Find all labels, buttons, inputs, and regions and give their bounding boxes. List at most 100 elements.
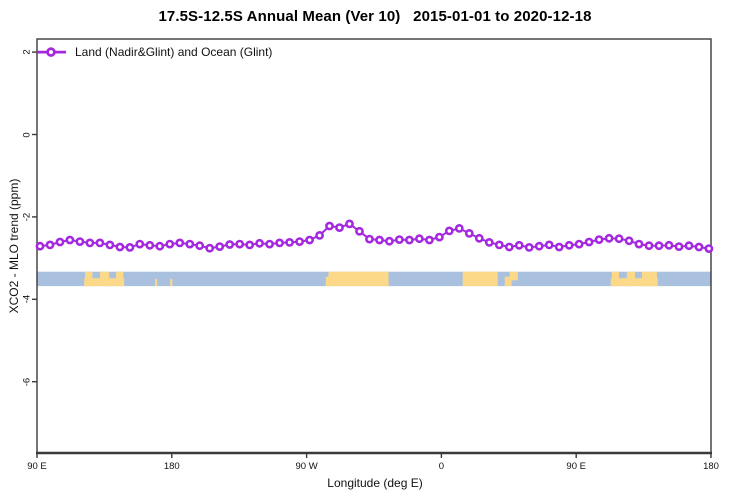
x-axis-title: Longitude (deg E) bbox=[327, 476, 423, 490]
land-patch bbox=[100, 271, 110, 287]
land-patch bbox=[325, 276, 329, 287]
data-point-marker bbox=[325, 221, 334, 231]
data-point-marker bbox=[305, 235, 314, 245]
data-point-marker bbox=[454, 223, 464, 233]
data-point-marker bbox=[175, 238, 185, 248]
land-patch bbox=[462, 271, 498, 287]
data-point-marker bbox=[155, 241, 165, 251]
data-point-marker bbox=[95, 238, 105, 248]
data-point-marker bbox=[634, 239, 644, 249]
data-point-marker bbox=[215, 242, 225, 251]
data-point-marker bbox=[135, 239, 145, 249]
land-patch bbox=[116, 271, 124, 287]
x-tick-label: 0 bbox=[438, 461, 445, 472]
data-point-marker bbox=[355, 226, 364, 236]
x-tick-label: 90 E bbox=[566, 461, 586, 472]
legend-line-marker-icon bbox=[37, 47, 66, 57]
data-point-marker bbox=[644, 241, 654, 251]
data-point-marker bbox=[464, 228, 474, 238]
y-tick-label: -6 bbox=[21, 377, 33, 386]
land-patch bbox=[641, 271, 657, 287]
data-point-marker bbox=[125, 242, 135, 252]
data-point-marker bbox=[55, 237, 65, 247]
data-point-marker bbox=[255, 238, 264, 248]
data-point-marker bbox=[275, 238, 284, 248]
data-point-marker bbox=[444, 226, 454, 236]
data-point-marker bbox=[584, 237, 594, 247]
data-series-line bbox=[35, 219, 714, 253]
data-point-marker bbox=[594, 235, 604, 244]
data-point-marker bbox=[235, 239, 245, 249]
data-point-marker bbox=[315, 230, 324, 240]
data-point-marker bbox=[554, 242, 564, 252]
data-point-marker bbox=[105, 240, 115, 250]
data-point-marker bbox=[654, 241, 664, 251]
land-patch bbox=[611, 271, 620, 287]
data-point-marker bbox=[564, 240, 574, 250]
data-point-marker bbox=[544, 240, 554, 250]
y-tick-label: 0 bbox=[21, 131, 33, 138]
data-point-marker bbox=[404, 235, 414, 245]
data-point-marker bbox=[624, 236, 634, 246]
data-point-marker bbox=[474, 233, 484, 243]
chart-title: 17.5S-12.5S Annual Mean (Ver 10) 2015-01… bbox=[158, 8, 592, 25]
y-axis-title: XCO2 - MLO trend (ppm) bbox=[7, 178, 21, 314]
legend-label: Land (Nadir&Glint) and Ocean (Glint) bbox=[75, 45, 273, 60]
data-point-marker bbox=[694, 242, 704, 252]
data-point-marker bbox=[245, 240, 255, 250]
data-point-marker bbox=[614, 234, 624, 244]
data-point-marker bbox=[514, 240, 524, 250]
legend-circle-marker bbox=[46, 47, 56, 57]
x-tick-label: 180 bbox=[163, 461, 180, 472]
land-patch bbox=[328, 271, 389, 287]
land-patch bbox=[626, 271, 636, 287]
data-point-marker bbox=[375, 235, 384, 245]
data-point-marker bbox=[684, 241, 694, 251]
x-tick-label: 180 bbox=[703, 461, 719, 472]
data-point-marker bbox=[484, 237, 494, 247]
data-point-marker bbox=[265, 239, 274, 249]
data-point-marker bbox=[664, 240, 674, 250]
data-point-marker bbox=[285, 237, 294, 247]
data-point-marker bbox=[165, 239, 175, 249]
data-point-marker bbox=[195, 241, 205, 251]
data-point-marker bbox=[75, 237, 85, 246]
data-point-marker bbox=[65, 235, 75, 245]
x-tick-label: 90 W bbox=[295, 461, 318, 472]
data-point-marker bbox=[574, 239, 584, 249]
land-patch bbox=[170, 278, 173, 287]
y-tick-label: 2 bbox=[21, 49, 33, 55]
data-point-marker bbox=[115, 242, 125, 252]
data-point-marker bbox=[494, 240, 504, 250]
data-point-marker bbox=[45, 240, 55, 250]
land-ocean-band bbox=[37, 271, 711, 287]
data-point-marker bbox=[345, 219, 354, 229]
data-point-marker bbox=[504, 242, 514, 252]
data-point-marker bbox=[534, 241, 544, 251]
data-point-marker bbox=[35, 241, 45, 251]
data-point-marker bbox=[335, 223, 344, 232]
land-patch bbox=[504, 276, 512, 287]
data-point-marker bbox=[704, 244, 714, 253]
data-point-marker bbox=[145, 240, 155, 250]
axis-tick-marks bbox=[32, 51, 712, 458]
legend: Land (Nadir&Glint) and Ocean (Glint) bbox=[37, 44, 272, 60]
data-point-marker bbox=[225, 240, 235, 249]
data-point-marker bbox=[414, 234, 424, 244]
data-point-marker bbox=[524, 242, 534, 252]
data-point-marker bbox=[424, 235, 434, 245]
land-patch bbox=[85, 271, 93, 287]
data-point-marker bbox=[185, 239, 195, 249]
x-tick-label: 90 E bbox=[27, 461, 47, 472]
data-point-marker bbox=[434, 232, 444, 242]
y-tick-label: -2 bbox=[21, 212, 33, 222]
data-point-marker bbox=[295, 237, 304, 246]
data-point-marker bbox=[394, 235, 404, 244]
data-point-marker bbox=[674, 242, 684, 251]
data-point-marker bbox=[365, 234, 374, 244]
land-patch bbox=[155, 278, 158, 287]
y-tick-label: -4 bbox=[21, 295, 33, 304]
data-point-marker bbox=[604, 233, 614, 243]
